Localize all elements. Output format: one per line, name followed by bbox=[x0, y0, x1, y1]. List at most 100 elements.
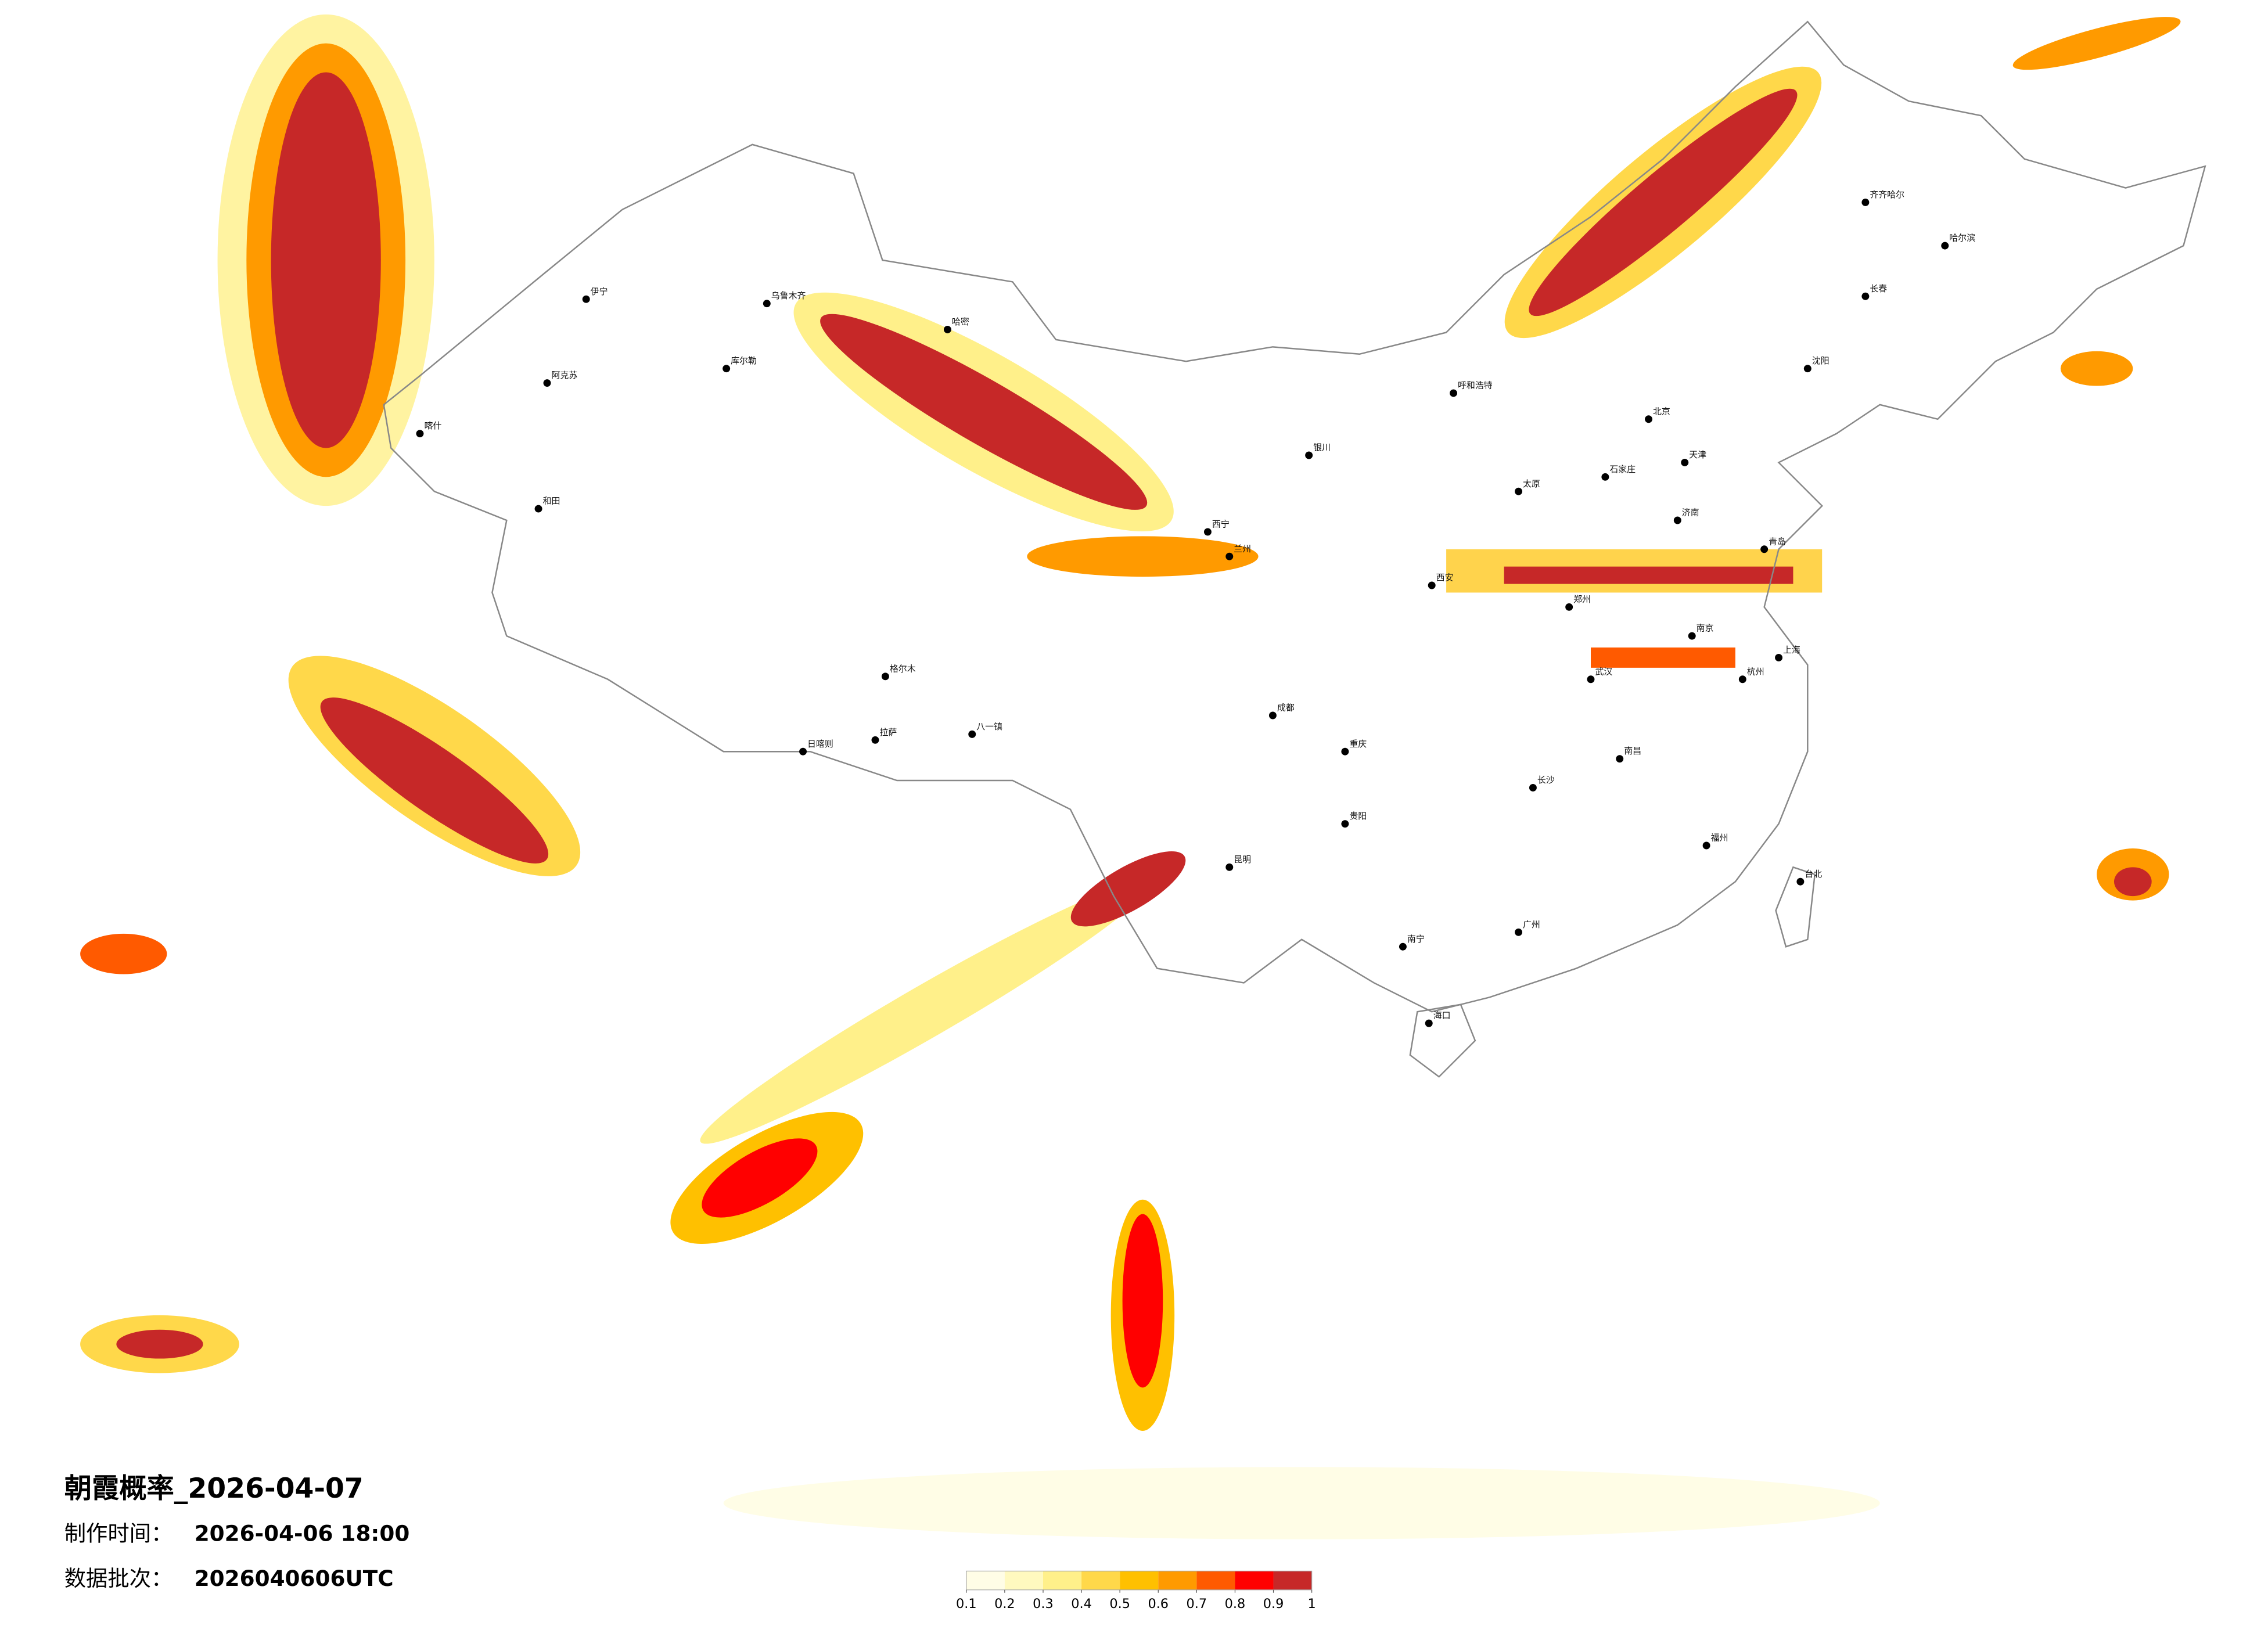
colorbar-tick-label: 0.5 bbox=[1109, 1596, 1130, 1611]
city-label: 广州 bbox=[1523, 919, 1540, 930]
city-label: 海口 bbox=[1433, 1010, 1451, 1021]
city-label: 重庆 bbox=[1349, 739, 1367, 749]
city-marker bbox=[1673, 516, 1681, 524]
city-marker bbox=[543, 379, 551, 387]
city-label: 乌鲁木齐 bbox=[771, 290, 806, 301]
island-outline bbox=[1409, 1003, 1476, 1078]
made-time-label: 制作时间： bbox=[64, 1521, 173, 1546]
field-blob bbox=[1027, 536, 1259, 577]
made-time-value: 2026-04-06 18:00 bbox=[195, 1521, 410, 1546]
city-marker bbox=[534, 505, 542, 513]
city-marker bbox=[1529, 783, 1537, 792]
city-marker bbox=[582, 295, 590, 303]
city-marker bbox=[1203, 528, 1212, 536]
city-marker bbox=[1616, 755, 1624, 763]
field-blob bbox=[116, 1329, 203, 1359]
city-marker bbox=[871, 736, 879, 744]
city-marker bbox=[968, 730, 976, 738]
field-blob bbox=[1504, 566, 1793, 584]
colorbar-tick-label: 0.6 bbox=[1148, 1596, 1169, 1611]
city-label: 伊宁 bbox=[591, 286, 608, 297]
city-label: 上海 bbox=[1783, 645, 1800, 655]
colorbar-bin bbox=[1004, 1571, 1043, 1590]
city-label: 济南 bbox=[1682, 508, 1699, 518]
city-marker bbox=[1399, 942, 1407, 951]
colorbar-tick-label: 0.9 bbox=[1263, 1596, 1284, 1611]
city-marker bbox=[1428, 581, 1436, 589]
city-marker bbox=[1225, 863, 1234, 871]
field-blob bbox=[1122, 1214, 1163, 1388]
batch-value: 2026040606UTC bbox=[195, 1566, 394, 1591]
map-title: 朝霞概率_2026-04-07 bbox=[64, 1473, 364, 1505]
batch-label: 数据批次： bbox=[64, 1566, 173, 1591]
city-marker bbox=[1587, 675, 1595, 684]
city-marker bbox=[1941, 242, 1949, 250]
city-marker bbox=[1738, 675, 1746, 684]
city-label: 西宁 bbox=[1212, 519, 1230, 529]
city-label: 兰州 bbox=[1234, 544, 1251, 554]
city-label: 齐齐哈尔 bbox=[1870, 189, 1904, 200]
city-marker bbox=[1760, 545, 1769, 553]
city-label: 南宁 bbox=[1407, 934, 1425, 944]
city-label: 和田 bbox=[543, 496, 560, 506]
colorbar-bin bbox=[966, 1571, 1005, 1590]
field-blob bbox=[2060, 351, 2133, 386]
city-label: 长沙 bbox=[1537, 775, 1555, 785]
colorbar-tick-label: 0.7 bbox=[1187, 1596, 1207, 1611]
city-label: 南京 bbox=[1696, 623, 1714, 634]
colorbar-tick-label: 0.3 bbox=[1033, 1596, 1054, 1611]
city-marker bbox=[1702, 841, 1710, 850]
colorbar-bin bbox=[1043, 1571, 1082, 1590]
city-label: 八一镇 bbox=[976, 721, 1002, 732]
colorbar: 0.1 0.2 0.3 0.4 0.5 0.6 0.7 0.8 0.9 1 bbox=[956, 1570, 1316, 1611]
colorbar-bin bbox=[1120, 1571, 1159, 1590]
colorbar-tick-label: 0.2 bbox=[994, 1596, 1015, 1611]
city-marker bbox=[1796, 877, 1805, 886]
city-label: 长春 bbox=[1870, 283, 1887, 294]
field-blob bbox=[702, 1138, 818, 1218]
city-marker bbox=[1645, 415, 1653, 423]
city-marker bbox=[1341, 747, 1349, 756]
city-label: 武汉 bbox=[1595, 666, 1612, 677]
island-outline bbox=[1775, 866, 1816, 948]
city-label: 天津 bbox=[1689, 449, 1706, 460]
colorbar-tick-label: 0.4 bbox=[1071, 1596, 1092, 1611]
city-marker bbox=[1225, 552, 1234, 560]
city-marker bbox=[1601, 473, 1609, 481]
city-label: 石家庄 bbox=[1609, 464, 1636, 474]
city-marker bbox=[881, 672, 889, 681]
city-marker bbox=[1341, 820, 1349, 828]
city-label: 阿克苏 bbox=[551, 370, 577, 380]
city-label: 台北 bbox=[1805, 869, 1822, 879]
city-marker bbox=[1450, 389, 1458, 397]
city-marker bbox=[1515, 928, 1523, 936]
city-label: 呼和浩特 bbox=[1458, 380, 1493, 391]
city-marker bbox=[1688, 632, 1696, 640]
field-blob bbox=[320, 697, 549, 864]
field-blob bbox=[723, 1467, 1880, 1539]
city-marker bbox=[1305, 451, 1313, 459]
city-marker bbox=[763, 300, 771, 308]
field-blob bbox=[271, 72, 381, 448]
city-label: 青岛 bbox=[1769, 536, 1786, 546]
city-label: 拉萨 bbox=[879, 727, 897, 738]
probability-field bbox=[80, 14, 2181, 1539]
city-label: 北京 bbox=[1653, 406, 1670, 416]
colorbar-tick-label: 0.8 bbox=[1225, 1596, 1246, 1611]
city-marker bbox=[1861, 198, 1870, 206]
colorbar-bin bbox=[1158, 1571, 1197, 1590]
city-label: 哈尔滨 bbox=[1949, 233, 1975, 243]
colorbar-bin bbox=[1273, 1571, 1312, 1590]
city-marker bbox=[1861, 292, 1870, 300]
city-marker bbox=[1803, 365, 1811, 373]
colorbar-frame bbox=[966, 1570, 1313, 1591]
city-label: 昆明 bbox=[1234, 854, 1251, 865]
country-outline bbox=[383, 20, 2206, 1013]
city-marker bbox=[1515, 487, 1523, 495]
colorbar-tick-label: 1 bbox=[1308, 1596, 1316, 1611]
colorbar-bin bbox=[1235, 1571, 1274, 1590]
city-marker bbox=[1681, 458, 1689, 466]
colorbar-bin bbox=[1081, 1571, 1120, 1590]
